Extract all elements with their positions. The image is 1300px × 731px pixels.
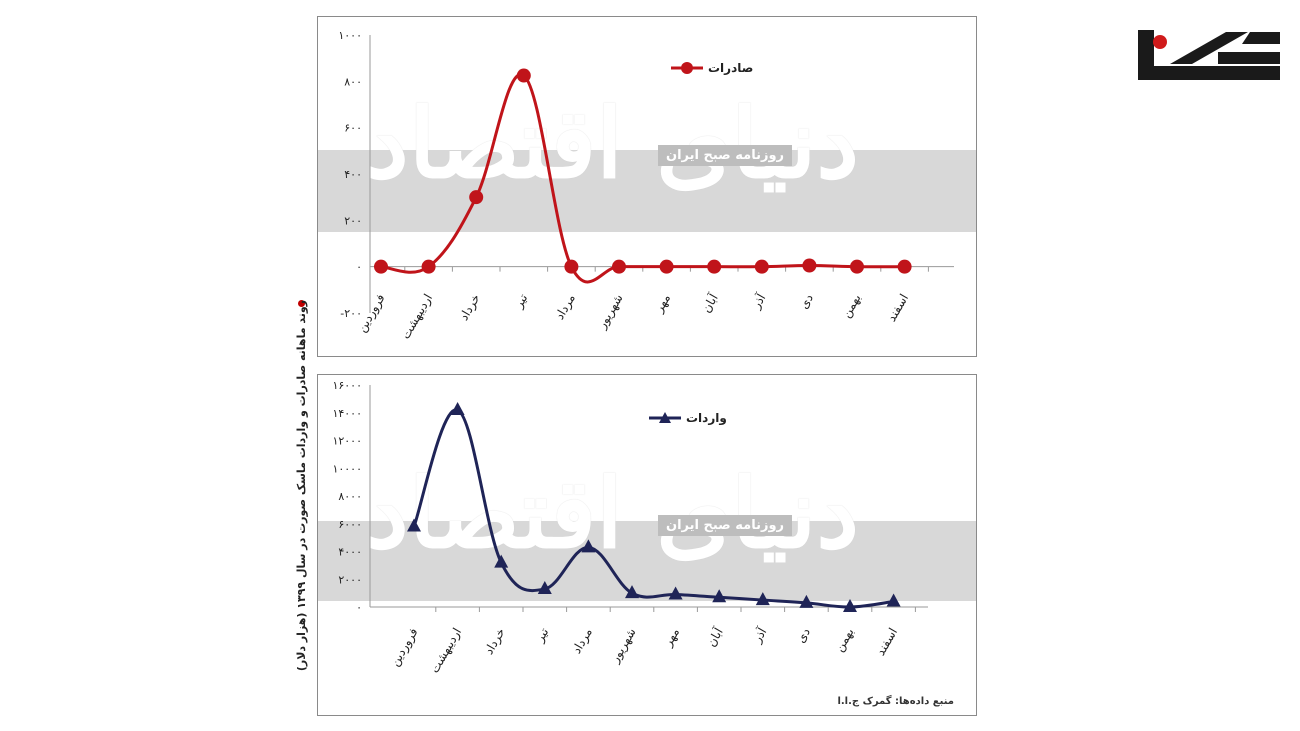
- watermark-band: [318, 521, 976, 601]
- source-note: منبع داده‌ها: گمرک ج.ا.ا: [837, 696, 954, 707]
- x-tick-label: دی: [796, 292, 815, 312]
- x-tick-label: مهر: [660, 626, 683, 650]
- x-tick-label: مرداد: [569, 626, 596, 657]
- x-tick-label: آبان: [698, 290, 721, 315]
- x-tick-label: خرداد: [457, 292, 484, 324]
- series-line: [412, 408, 894, 609]
- rokna-logo: [1138, 30, 1280, 80]
- import-chart-panel: دنیای اقتصاد روزنامه صبح ایران ۰ ۲۰۰۰ ۴۰۰۰…: [317, 374, 977, 716]
- y-tick-label: ۱۴۰۰۰: [332, 407, 362, 420]
- x-tick-label: اردیبهشت: [398, 292, 436, 342]
- y-tick-label: ۱۲۰۰۰: [332, 435, 362, 448]
- y-tick-label: ۸۰۰۰: [338, 490, 362, 503]
- chart-title: روند ماهانه صادرات و واردات ماسک صورت در…: [295, 300, 308, 672]
- data-point: [659, 259, 674, 274]
- data-point: [516, 68, 531, 83]
- legend-label-imports: واردات: [686, 411, 727, 425]
- watermark-label: روزنامه صبح ایران: [658, 515, 793, 536]
- x-tick-label: آذر: [749, 624, 771, 646]
- y-tick-label: ۱۰۰۰: [338, 29, 362, 42]
- y-tick-label: ۴۰۰: [344, 168, 362, 181]
- y-tick-label: ۱۰۰۰۰: [332, 462, 362, 475]
- import-legend: واردات: [648, 411, 727, 425]
- data-point: [754, 259, 769, 274]
- x-tick-label: تیر: [532, 626, 552, 646]
- side-title-bullet: [298, 300, 305, 307]
- x-tick-label: آذر: [748, 290, 770, 312]
- x-tick-label: مهر: [651, 292, 674, 316]
- data-point: [494, 554, 509, 568]
- data-point: [469, 190, 484, 205]
- data-point: [625, 585, 639, 599]
- y-tick-label: ۰: [356, 261, 362, 274]
- watermark-band: [318, 150, 976, 232]
- data-point: [850, 259, 864, 274]
- data-point: [799, 594, 814, 608]
- x-tick-label: آبان: [703, 624, 726, 649]
- data-point: [755, 592, 770, 606]
- data-point: [374, 259, 388, 274]
- y-tick-label: ۱۶۰۰۰: [332, 379, 362, 392]
- import-line-chart: ۰ ۲۰۰۰ ۴۰۰۰ ۶۰۰۰ ۸۰۰۰ ۱۰۰۰۰ ۱۲۰۰۰ ۱۴۰۰۰ ۱۶۰۰۰ فرو…: [332, 379, 928, 676]
- y-tick-label: ۶۰۰: [344, 122, 362, 135]
- watermark-label: روزنامه صبح ایران: [658, 145, 793, 166]
- data-point: [612, 259, 626, 274]
- x-tick-label: شهریور: [594, 292, 626, 333]
- y-tick-label: ۶۰۰۰: [338, 518, 362, 531]
- x-tick-label: فروردین: [388, 626, 422, 670]
- legend-label-exports: صادرات: [708, 61, 754, 75]
- y-tick-label: ۸۰۰: [344, 75, 362, 88]
- data-point: [581, 539, 596, 553]
- x-tick-label: اردیبهشت: [427, 626, 465, 676]
- x-tick-label: تیر: [511, 292, 531, 312]
- legend-marker-triangle-icon: [649, 412, 681, 423]
- data-point: [564, 259, 579, 274]
- y-tick-label: ۴۰۰۰: [338, 546, 362, 559]
- x-tick-label: بهمن: [839, 292, 864, 321]
- x-tick-label: دی: [793, 626, 812, 646]
- export-chart-panel: دنیای اقتصاد روزنامه صبح ایران -۲۰۰ ۰ ۲۰۰ ۴…: [317, 16, 977, 357]
- data-point: [407, 518, 421, 532]
- legend-marker-circle-icon: [671, 62, 703, 74]
- data-point: [421, 259, 436, 274]
- data-point: [537, 580, 552, 594]
- x-tick-label: اسفند: [873, 626, 900, 658]
- data-point: [802, 258, 817, 273]
- y-tick-label: ۲۰۰۰: [338, 573, 362, 586]
- y-tick-label: -۲۰۰: [340, 307, 362, 320]
- data-point: [897, 259, 912, 274]
- data-point: [450, 401, 465, 415]
- watermark-logotype: دنیای اقتصاد: [366, 457, 860, 570]
- export-legend: صادرات: [670, 61, 753, 75]
- x-tick-label: شهریور: [607, 626, 639, 667]
- data-point: [668, 586, 683, 600]
- series-line: [380, 73, 905, 284]
- data-point: [886, 593, 901, 607]
- y-tick-label: ۲۰۰: [344, 214, 362, 227]
- side-title-container: روند ماهانه صادرات و واردات ماسک صورت در…: [293, 300, 313, 710]
- watermark-logotype: دنیای اقتصاد: [366, 87, 860, 200]
- x-tick-label: مرداد: [552, 292, 579, 323]
- y-tick-label: ۰: [356, 601, 362, 614]
- data-point: [843, 599, 857, 612]
- x-tick-label: خرداد: [482, 626, 509, 658]
- x-tick-label: بهمن: [832, 626, 857, 655]
- data-point: [712, 589, 727, 603]
- data-point: [707, 259, 722, 274]
- x-tick-label: اسفند: [884, 292, 911, 324]
